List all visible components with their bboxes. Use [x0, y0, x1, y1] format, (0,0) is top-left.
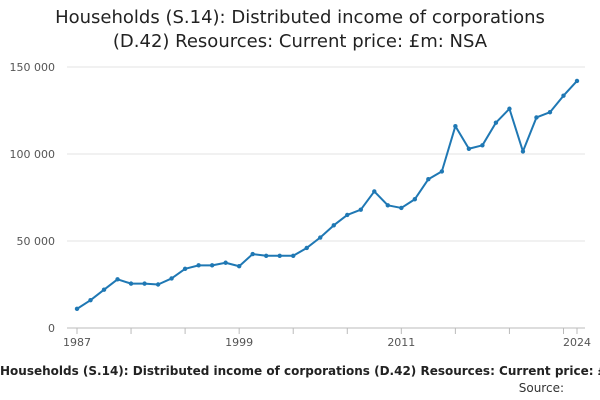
data-point [236, 264, 242, 269]
y-tick-label: 50 000 [17, 235, 56, 248]
series-group [74, 78, 580, 312]
data-point [182, 266, 188, 272]
data-point [128, 281, 134, 286]
data-point [115, 277, 120, 282]
data-point [101, 287, 107, 292]
data-point [385, 203, 391, 208]
data-point [520, 149, 526, 154]
data-point [223, 260, 228, 265]
data-point [439, 169, 445, 174]
x-tick-label: 2024 [563, 336, 591, 349]
x-axis: 1987 1999 2011 2024 [63, 327, 591, 349]
data-point [507, 106, 512, 111]
data-point [534, 115, 539, 120]
data-point [304, 245, 309, 251]
data-point [155, 282, 161, 287]
data-point [196, 263, 201, 268]
data-point [331, 223, 336, 228]
y-tick-label: 150 000 [10, 61, 56, 74]
legend-entry: Households (S.14): Distributed income of… [0, 364, 600, 378]
y-tick-label: 100 000 [10, 148, 56, 161]
data-point [426, 177, 431, 182]
data-point [547, 110, 553, 115]
data-point [493, 120, 499, 125]
x-tick-label: 2011 [387, 336, 415, 349]
x-tick-label: 1999 [225, 336, 253, 349]
data-point [88, 297, 93, 303]
data-point [466, 146, 472, 151]
data-point [561, 93, 566, 98]
data-point [358, 207, 363, 212]
data-point [372, 189, 377, 194]
data-point [345, 212, 350, 218]
data-point [412, 197, 418, 202]
data-point [169, 276, 174, 281]
data-point [480, 143, 485, 148]
data-point [142, 281, 147, 286]
data-point [263, 253, 269, 258]
series-line [76, 80, 578, 310]
data-point [74, 306, 80, 312]
source-label: Source: [518, 381, 564, 395]
data-point [399, 205, 404, 211]
y-tick-label: 0 [48, 322, 55, 335]
data-point [453, 123, 458, 129]
y-axis-ticks: 0 50 000 100 000 150 000 [10, 61, 56, 335]
x-tick-label: 1987 [63, 336, 91, 349]
data-point [250, 251, 255, 257]
chart-title: Households (S.14): Distributed income of… [55, 7, 545, 52]
data-point [209, 263, 215, 268]
data-point [291, 253, 296, 258]
gridlines [67, 66, 585, 242]
data-point [574, 78, 580, 84]
data-point [318, 235, 323, 240]
data-point [277, 253, 282, 258]
